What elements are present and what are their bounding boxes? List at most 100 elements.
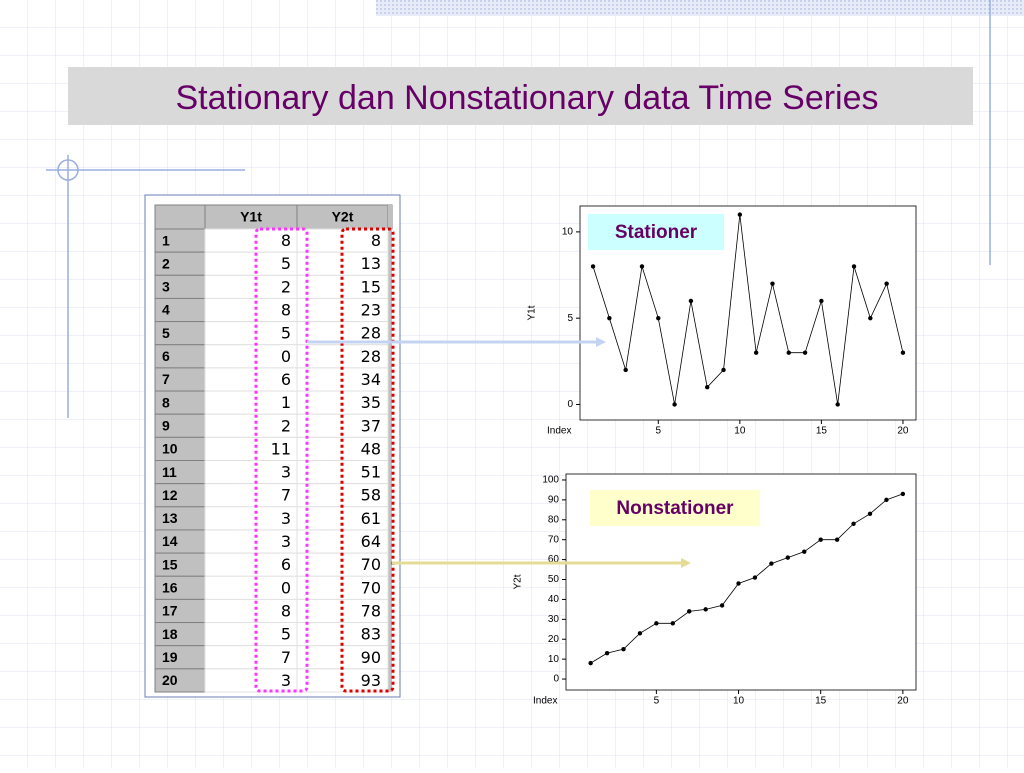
x-tick-label: 10 [734, 426, 746, 437]
point [834, 537, 840, 542]
point [639, 264, 645, 269]
x-axis-label: Index [547, 426, 571, 437]
cell-value: 70 [361, 555, 381, 574]
point [752, 575, 758, 580]
y-tick-label: 10 [562, 227, 574, 238]
y-tick-label: 70 [548, 534, 560, 545]
x-tick-label: 20 [897, 696, 909, 707]
point [770, 281, 775, 286]
cell-value: 6 [281, 555, 291, 574]
y-tick-label: 90 [548, 495, 560, 506]
cell-value: 3 [281, 463, 291, 482]
y-tick-label: 60 [548, 554, 560, 565]
cell-value: 23 [361, 301, 381, 320]
row-label: 11 [162, 464, 177, 480]
x-tick-label: 20 [897, 426, 909, 437]
point [672, 402, 677, 407]
point [851, 264, 857, 269]
point [721, 367, 726, 373]
row-label: 7 [162, 371, 170, 387]
point [884, 497, 889, 503]
row-label: 13 [162, 510, 178, 526]
cell-value: 37 [361, 416, 381, 435]
point [867, 511, 873, 517]
y-axis-label: Y2t [513, 574, 524, 589]
cell-value: 28 [361, 347, 381, 366]
row-label: 5 [162, 325, 170, 341]
cell-value: 64 [361, 532, 381, 551]
point [769, 561, 774, 566]
point [753, 350, 759, 355]
point [802, 350, 808, 355]
deco-circle [57, 159, 79, 181]
cell-value: 3 [281, 532, 291, 551]
arrow-head [596, 337, 606, 347]
point [737, 212, 743, 217]
cell-value: 93 [361, 671, 381, 690]
cell-value: 1 [281, 393, 291, 412]
cell-value: 7 [281, 648, 291, 667]
point [900, 350, 906, 355]
y-tick-label: 80 [548, 514, 560, 525]
row-label: 20 [162, 672, 178, 688]
cell-value: 5 [281, 324, 291, 343]
cell-value: 8 [281, 231, 291, 250]
annotation: Stationer [615, 222, 698, 243]
cell-value: 7 [281, 486, 291, 505]
row-label: 9 [162, 417, 170, 433]
title-band [68, 67, 973, 125]
cell-value: 6 [281, 370, 291, 389]
row-label: 10 [162, 441, 178, 457]
y-tick-label: 0 [567, 399, 573, 410]
point [607, 315, 612, 321]
point [688, 298, 694, 304]
point [687, 609, 692, 614]
point [785, 555, 791, 560]
point [670, 621, 676, 626]
line [592, 214, 904, 405]
cell-value: 0 [281, 347, 291, 366]
highlight-box [340, 227, 395, 693]
cell-value: 13 [361, 254, 381, 273]
cell-value: 5 [281, 254, 291, 273]
point [818, 537, 823, 542]
point [900, 491, 906, 497]
cell-value: 8 [281, 301, 291, 320]
y-tick-label: 10 [548, 654, 560, 665]
y-axis-label: Y1t [527, 305, 538, 320]
annotation-box [588, 214, 724, 250]
cell-value: 48 [361, 439, 381, 458]
point [590, 264, 596, 269]
point [786, 350, 791, 355]
row-label: 4 [162, 302, 170, 318]
x-tick-label: 15 [816, 426, 828, 437]
cell-value: 70 [361, 578, 381, 597]
point [851, 521, 856, 526]
row-label: 3 [162, 279, 170, 295]
point [588, 660, 593, 666]
scrollbar-col [388, 205, 392, 692]
point [604, 650, 610, 656]
cell-value: 90 [361, 648, 381, 667]
annotation: Nonstationer [616, 498, 734, 519]
point [705, 385, 710, 390]
cell-value: 61 [361, 509, 381, 528]
slide-title: Stationary dan Nonstationary data Time S… [175, 79, 878, 117]
row-label: 1 [162, 232, 170, 248]
y-tick-label: 5 [567, 313, 573, 324]
x-tick-label: 15 [815, 696, 827, 707]
y-tick-label: 100 [542, 475, 559, 486]
x-tick-label: 5 [654, 696, 660, 707]
row-label: 12 [162, 487, 178, 503]
y-tick-label: 40 [548, 594, 560, 605]
line [590, 493, 903, 664]
point [656, 315, 661, 321]
top-strip [376, 0, 1024, 16]
cell-value: 15 [361, 277, 381, 296]
cell-value: 8 [281, 601, 291, 620]
cell-value: 2 [281, 277, 291, 296]
point [623, 367, 628, 373]
cell-value: 0 [281, 578, 291, 597]
